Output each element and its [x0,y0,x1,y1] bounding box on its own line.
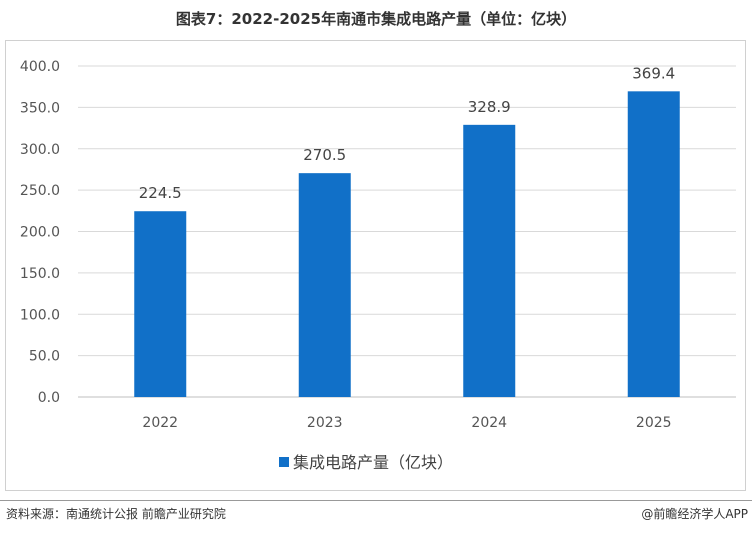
footer-divider [0,500,752,501]
data-label: 224.5 [139,184,182,202]
footer-source: 资料来源：南通统计公报 前瞻产业研究院 [6,507,226,521]
data-label: 328.9 [468,98,511,116]
footer-brand: @前瞻经济学人APP [641,507,748,521]
y-tick-label: 400.0 [20,59,60,75]
grid-lines [78,65,736,398]
chart-title: 图表7：2022-2025年南通市集成电路产量（单位：亿块） [175,10,577,28]
bar-chart: 0.0 50.0 100.0 150.0 200.0 250.0 300.0 350.0 400… [20,59,736,472]
bar [134,211,187,397]
y-tick-label: 0.0 [38,390,60,406]
y-axis-tick-labels: 0.0 50.0 100.0 150.0 200.0 250.0 300.0 350.0 400… [20,59,60,406]
bar [463,124,516,397]
chart-frame [5,40,746,491]
y-tick-label: 200.0 [20,225,60,241]
bar [627,91,680,397]
y-tick-label: 350.0 [20,100,60,116]
legend-swatch [279,457,289,467]
x-tick-label: 2025 [636,415,672,431]
y-tick-label: 100.0 [20,307,60,323]
y-tick-label: 250.0 [20,183,60,199]
x-tick-label: 2022 [142,415,178,431]
bars [134,91,680,397]
x-tick-label: 2023 [307,415,343,431]
x-tick-label: 2024 [471,415,507,431]
legend: 集成电路产量（亿块） [279,453,453,472]
y-tick-label: 50.0 [29,349,60,365]
bar [298,173,351,397]
data-label: 369.4 [632,64,675,82]
data-labels: 224.5 270.5 328.9 369.4 [139,64,675,202]
x-axis-tick-labels: 2022 2023 2024 2025 [142,415,671,431]
y-tick-label: 150.0 [20,266,60,282]
legend-label: 集成电路产量（亿块） [293,453,453,472]
y-tick-label: 300.0 [20,142,60,158]
data-label: 270.5 [303,146,346,164]
